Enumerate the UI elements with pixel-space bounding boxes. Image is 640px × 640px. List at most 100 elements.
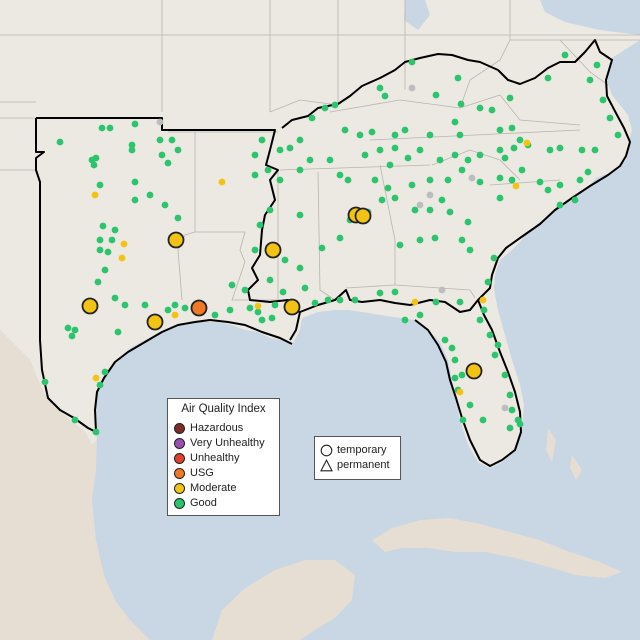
monitor-site-marker[interactable]	[391, 144, 399, 152]
monitor-site-marker[interactable]	[480, 306, 488, 314]
monitor-site-marker[interactable]	[258, 136, 266, 144]
monitor-site-marker[interactable]	[174, 214, 182, 222]
monitor-site-marker[interactable]	[454, 74, 462, 82]
monitor-site-marker[interactable]	[296, 211, 304, 219]
monitor-site-marker[interactable]	[146, 191, 154, 199]
monitor-site-marker[interactable]	[546, 146, 554, 154]
monitor-site-marker[interactable]	[426, 131, 434, 139]
monitor-site-marker[interactable]	[556, 144, 564, 152]
monitor-site-marker[interactable]	[444, 176, 452, 184]
monitor-site-marker[interactable]	[491, 351, 499, 359]
monitor-site-marker[interactable]	[356, 131, 364, 139]
monitor-site-marker[interactable]	[488, 106, 496, 114]
monitor-site-marker[interactable]	[614, 131, 622, 139]
monitor-site-marker[interactable]	[404, 154, 412, 162]
monitor-site-marker[interactable]	[104, 248, 112, 256]
monitor-site-marker[interactable]	[576, 176, 584, 184]
monitor-site-marker[interactable]	[451, 356, 459, 364]
monitor-site-marker[interactable]	[466, 246, 474, 254]
monitor-site-marker[interactable]	[171, 311, 179, 319]
monitor-site-marker[interactable]	[591, 146, 599, 154]
monitor-site-marker[interactable]	[71, 416, 79, 424]
monitor-site-marker[interactable]	[131, 178, 139, 186]
monitor-site-marker[interactable]	[376, 146, 384, 154]
monitor-site-marker[interactable]	[408, 181, 416, 189]
monitor-site-marker[interactable]	[96, 246, 104, 254]
monitor-site-marker[interactable]	[508, 406, 516, 414]
monitor-site-marker[interactable]	[108, 236, 116, 244]
monitor-site-marker[interactable]	[351, 296, 359, 304]
temporary-monitor-marker[interactable]	[146, 313, 164, 331]
monitor-site-marker[interactable]	[324, 296, 332, 304]
monitor-site-marker[interactable]	[131, 120, 139, 128]
monitor-site-marker[interactable]	[451, 374, 459, 382]
monitor-site-marker[interactable]	[599, 96, 607, 104]
monitor-site-marker[interactable]	[512, 182, 520, 190]
monitor-site-marker[interactable]	[106, 124, 114, 132]
monitor-site-marker[interactable]	[271, 301, 279, 309]
monitor-site-marker[interactable]	[457, 100, 465, 108]
monitor-site-marker[interactable]	[156, 136, 164, 144]
monitor-site-marker[interactable]	[386, 161, 394, 169]
monitor-site-marker[interactable]	[128, 146, 136, 154]
monitor-site-marker[interactable]	[101, 368, 109, 376]
monitor-site-marker[interactable]	[279, 288, 287, 296]
monitor-site-marker[interactable]	[251, 151, 259, 159]
monitor-site-marker[interactable]	[408, 84, 416, 92]
temporary-monitor-marker[interactable]	[465, 362, 483, 380]
monitor-site-marker[interactable]	[451, 151, 459, 159]
monitor-site-marker[interactable]	[561, 51, 569, 59]
monitor-site-marker[interactable]	[264, 166, 272, 174]
monitor-site-marker[interactable]	[121, 301, 129, 309]
monitor-site-marker[interactable]	[228, 281, 236, 289]
monitor-site-marker[interactable]	[438, 196, 446, 204]
monitor-site-marker[interactable]	[556, 201, 564, 209]
monitor-site-marker[interactable]	[254, 308, 262, 316]
monitor-site-marker[interactable]	[408, 58, 416, 66]
monitor-site-marker[interactable]	[556, 181, 564, 189]
monitor-site-marker[interactable]	[378, 196, 386, 204]
monitor-site-marker[interactable]	[218, 178, 226, 186]
monitor-site-marker[interactable]	[606, 114, 614, 122]
monitor-site-marker[interactable]	[416, 201, 424, 209]
monitor-site-marker[interactable]	[71, 326, 79, 334]
temporary-monitor-marker[interactable]	[190, 299, 208, 317]
monitor-site-marker[interactable]	[584, 168, 592, 176]
monitor-site-marker[interactable]	[94, 278, 102, 286]
monitor-site-marker[interactable]	[98, 124, 106, 132]
monitor-site-marker[interactable]	[381, 92, 389, 100]
monitor-site-marker[interactable]	[468, 174, 476, 182]
monitor-site-marker[interactable]	[426, 191, 434, 199]
monitor-site-marker[interactable]	[391, 194, 399, 202]
monitor-site-marker[interactable]	[114, 328, 122, 336]
monitor-site-marker[interactable]	[318, 244, 326, 252]
monitor-site-marker[interactable]	[506, 424, 514, 432]
monitor-site-marker[interactable]	[268, 314, 276, 322]
monitor-site-marker[interactable]	[306, 156, 314, 164]
monitor-site-marker[interactable]	[211, 311, 219, 319]
monitor-site-marker[interactable]	[593, 61, 601, 69]
monitor-site-marker[interactable]	[456, 131, 464, 139]
monitor-site-marker[interactable]	[101, 266, 109, 274]
temporary-monitor-marker[interactable]	[81, 297, 99, 315]
monitor-site-marker[interactable]	[174, 146, 182, 154]
monitor-site-marker[interactable]	[156, 118, 164, 126]
monitor-site-marker[interactable]	[516, 420, 524, 428]
temporary-monitor-marker[interactable]	[354, 207, 372, 225]
monitor-site-marker[interactable]	[276, 146, 284, 154]
monitor-site-marker[interactable]	[164, 159, 172, 167]
temporary-monitor-marker[interactable]	[167, 231, 185, 249]
monitor-site-marker[interactable]	[494, 341, 502, 349]
monitor-site-marker[interactable]	[432, 91, 440, 99]
monitor-site-marker[interactable]	[446, 208, 454, 216]
monitor-site-marker[interactable]	[391, 288, 399, 296]
monitor-site-marker[interactable]	[131, 196, 139, 204]
monitor-site-marker[interactable]	[510, 144, 518, 152]
monitor-site-marker[interactable]	[246, 304, 254, 312]
monitor-site-marker[interactable]	[391, 131, 399, 139]
monitor-site-marker[interactable]	[523, 139, 531, 147]
monitor-site-marker[interactable]	[281, 256, 289, 264]
monitor-site-marker[interactable]	[506, 94, 514, 102]
monitor-site-marker[interactable]	[91, 191, 99, 199]
monitor-site-marker[interactable]	[496, 126, 504, 134]
